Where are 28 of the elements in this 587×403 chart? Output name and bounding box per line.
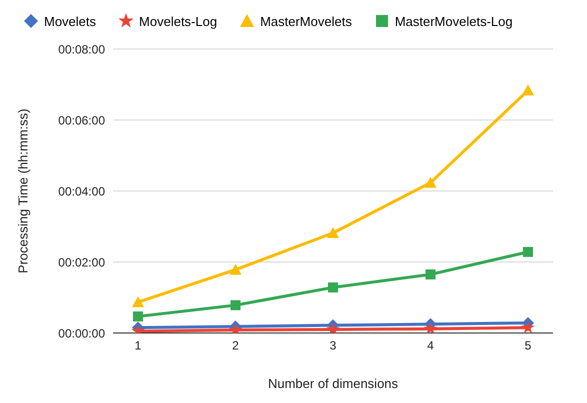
x-axis-title: Number of dimensions [268, 376, 399, 391]
y-tick-label: 00:00:00 [58, 326, 106, 340]
y-tick-label: 00:02:00 [58, 255, 106, 270]
x-tick-label: 5 [524, 338, 532, 353]
x-tick-label: 1 [134, 338, 142, 353]
y-tick-label: 00:04:00 [58, 184, 106, 198]
point [523, 246, 533, 257]
legend-label: MasterMovelets-Log [394, 13, 513, 29]
x-tick-label: 2 [232, 338, 240, 353]
x-tick-label: 4 [427, 338, 434, 353]
x-tick-label: 3 [330, 338, 337, 353]
point [230, 264, 242, 275]
point [426, 269, 436, 280]
legend-label: MasterMovelets [259, 13, 352, 29]
point [522, 84, 534, 96]
point [133, 311, 143, 322]
point [424, 176, 436, 188]
point [327, 227, 339, 238]
point [521, 320, 535, 333]
y-tick-label: 00:08:00 [58, 42, 106, 56]
point [132, 296, 144, 308]
point [424, 322, 438, 333]
legend-label: Movelets-Log [138, 13, 218, 29]
y-axis-title: Processing Time (hh:mm:ss) [16, 108, 31, 274]
point [230, 300, 240, 310]
point [328, 282, 338, 292]
y-tick-label: 00:06:00 [58, 113, 106, 128]
legend-label: Movelets [43, 13, 96, 29]
